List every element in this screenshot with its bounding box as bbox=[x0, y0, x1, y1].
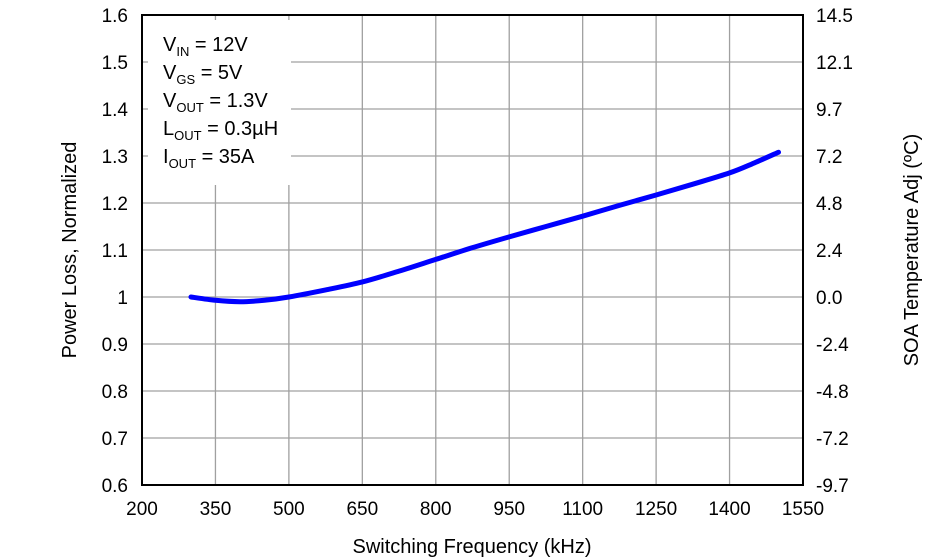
y2-tick-label: 2.4 bbox=[816, 241, 843, 262]
x-tick-label: 1250 bbox=[635, 499, 677, 520]
y2-tick-label: 9.7 bbox=[816, 100, 842, 121]
y-tick-label: 1.2 bbox=[102, 194, 128, 215]
y-tick-label: 1.1 bbox=[102, 241, 128, 262]
x-tick-label: 1400 bbox=[708, 499, 750, 520]
x-tick-label: 650 bbox=[346, 499, 378, 520]
annotation-value: = 5V bbox=[195, 62, 243, 84]
x-axis-label: Switching Frequency (kHz) bbox=[353, 536, 592, 558]
y2-tick-label: 12.1 bbox=[816, 53, 853, 74]
x-ticks: 200 350 500 650 800 950 1100 1250 1400 1550 bbox=[126, 499, 824, 520]
y2-ticks: -9.7 -7.2 -4.8 -2.4 0.0 2.4 4.8 7.2 9.7 12.1 14.5 bbox=[816, 6, 853, 497]
y2-tick-label: -2.4 bbox=[816, 335, 849, 356]
y-axis-label: Power Loss, Normalized bbox=[59, 142, 81, 359]
y-tick-label: 0.9 bbox=[102, 335, 128, 356]
x-tick-label: 350 bbox=[200, 499, 232, 520]
y2-tick-label: -4.8 bbox=[816, 382, 849, 403]
y2-tick-label: 7.2 bbox=[816, 147, 842, 168]
annotation-subscript: OUT bbox=[169, 156, 197, 171]
annotation-value: = 35A bbox=[196, 146, 255, 168]
annotation-symbol: V bbox=[163, 90, 177, 112]
annotation-line: LOUT = 0.3µH bbox=[163, 118, 278, 143]
x-tick-label: 1550 bbox=[782, 499, 824, 520]
annotation-symbol: V bbox=[163, 34, 177, 56]
y2-tick-label: 14.5 bbox=[816, 6, 853, 27]
annotation-subscript: OUT bbox=[176, 100, 204, 115]
y-tick-label: 1.4 bbox=[102, 100, 129, 121]
annotation-line: IOUT = 35A bbox=[163, 146, 255, 171]
annotation-subscript: OUT bbox=[174, 128, 202, 143]
y2-tick-label: -7.2 bbox=[816, 429, 849, 450]
annotation-symbol: L bbox=[163, 118, 174, 140]
x-tick-label: 200 bbox=[126, 499, 158, 520]
y-tick-label: 0.7 bbox=[102, 429, 128, 450]
y2-tick-label: 0.0 bbox=[816, 288, 842, 309]
y-ticks: 0.6 0.7 0.8 0.9 1 1.1 1.2 1.3 1.4 1.5 1.6 bbox=[102, 6, 129, 497]
series-layer bbox=[188, 149, 782, 305]
y-tick-label: 1.3 bbox=[102, 147, 128, 168]
y-tick-label: 0.8 bbox=[102, 382, 128, 403]
y-tick-label: 0.6 bbox=[102, 476, 128, 497]
y2-tick-label: 4.8 bbox=[816, 194, 842, 215]
y2-tick-label: -9.7 bbox=[816, 476, 849, 497]
plot-frame bbox=[141, 14, 804, 486]
annotation-line: VOUT = 1.3V bbox=[163, 90, 268, 115]
annotation-subscript: GS bbox=[176, 72, 195, 87]
annotation-box bbox=[148, 20, 291, 185]
annotation-value: = 1.3V bbox=[204, 90, 269, 112]
x-tick-label: 1100 bbox=[562, 499, 603, 520]
annotation-line: VGS = 5V bbox=[163, 62, 243, 87]
y-tick-label: 1.5 bbox=[102, 53, 128, 74]
x-tick-label: 950 bbox=[493, 499, 525, 520]
annotation-subscript: IN bbox=[176, 44, 189, 59]
x-tick-label: 500 bbox=[273, 499, 305, 520]
annotation-value: = 12V bbox=[189, 34, 248, 56]
y-tick-label: 1 bbox=[117, 288, 128, 309]
y-tick-label: 1.6 bbox=[102, 6, 128, 27]
x-tick-label: 800 bbox=[420, 499, 452, 520]
annotation-line: VIN = 12V bbox=[163, 34, 248, 59]
annotation-value: = 0.3µH bbox=[202, 118, 279, 140]
annotation-symbol: V bbox=[163, 62, 177, 84]
annotation-symbol: I bbox=[163, 146, 169, 168]
y2-axis-label: SOA Temperature Adj (ºC) bbox=[901, 134, 923, 367]
